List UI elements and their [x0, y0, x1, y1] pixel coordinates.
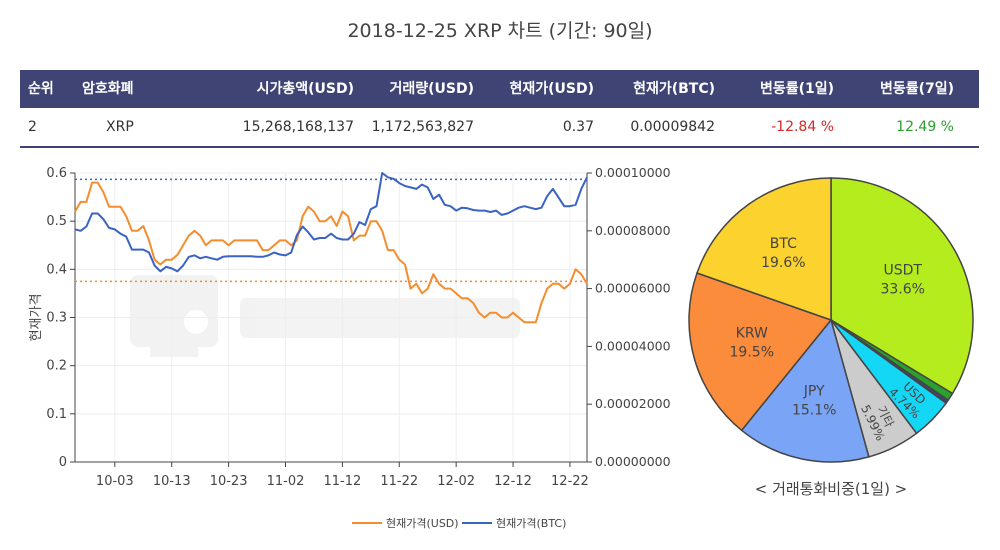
series-line: [74, 172, 588, 273]
column-header: 현재가(BTC): [633, 81, 715, 97]
pie-slice-percent: 33.6%: [880, 282, 924, 298]
y-tick-label-left: 0.3: [46, 311, 67, 326]
x-tick-label: 11-02: [267, 474, 305, 489]
table-cell: 0.37: [562, 119, 594, 135]
x-tick-label: 10-03: [96, 474, 134, 489]
pie-slice: [830, 177, 974, 395]
pie-slice-percent: 15.1%: [792, 403, 836, 419]
column-header: 거래량(USD): [389, 81, 474, 97]
legend-label: 현재가격(BTC): [496, 517, 566, 530]
table-row: 2 XRP 15,268,168,137 1,172,563,827 0.37 …: [20, 108, 979, 148]
legend-label: 현재가격(USD): [386, 517, 459, 530]
x-tick-label: 11-12: [323, 474, 361, 489]
pie-slice: [696, 177, 832, 322]
x-tick-label: 10-23: [210, 474, 248, 489]
pie-slice: [740, 318, 870, 463]
y-tick-label-right: 0.00008000: [595, 223, 671, 238]
pie-slice-label: KRW: [736, 325, 768, 341]
table-cell: 1,172,563,827: [371, 119, 474, 135]
column-header: 현재가(USD): [509, 81, 594, 97]
column-header: 변동률(1일): [759, 81, 834, 97]
pie-slice-label: USDT: [884, 263, 923, 279]
page-title: 2018-12-25 XRP 차트 (기간: 90일): [347, 20, 653, 42]
y-axis-title: 현재가격: [29, 294, 44, 342]
y-tick-label-right: 0.00004000: [595, 338, 671, 353]
y-tick-label-right: 0.00010000: [595, 165, 671, 180]
column-header: 암호화폐: [82, 81, 134, 97]
x-tick-label: 10-13: [153, 474, 191, 489]
y-tick-label-right: 0.00006000: [595, 281, 671, 296]
pie-title: < 거래통화비중(1일) >: [755, 480, 908, 498]
y-tick-label-left: 0.4: [46, 262, 67, 277]
y-tick-label-right: 0.00000000: [595, 454, 671, 469]
table-cell: 0.00009842: [630, 119, 715, 135]
pie-slice: [688, 272, 833, 432]
x-tick-label: 11-22: [380, 474, 418, 489]
y-tick-label-left: 0: [59, 455, 67, 470]
x-tick-label: 12-02: [437, 474, 475, 489]
column-header: 순위: [28, 81, 54, 97]
y-tick-label-left: 0.2: [46, 359, 67, 374]
pie-slice-label: JPY: [803, 384, 825, 400]
chart-area: 10-03 10-13 10-23 11-02 11-12 11-22 12-02 12-12…: [29, 165, 974, 530]
table-cell: 12.49 %: [896, 119, 954, 135]
column-header: 시가총액(USD): [256, 81, 354, 97]
y-tick-label-left: 0.1: [46, 407, 67, 422]
pie-slice-label: BTC: [770, 236, 797, 252]
pie-slice-percent: 19.6%: [761, 255, 805, 271]
table-cell: -12.84 %: [771, 119, 834, 135]
column-header: 변동률(7일): [879, 81, 954, 97]
table-cell: XRP: [106, 119, 134, 135]
x-tick-label: 12-12: [494, 474, 532, 489]
line-chart: 10-03 10-13 10-23 11-02 11-12 11-22 12-02 12-12…: [29, 165, 671, 530]
y-tick-label-right: 0.00002000: [595, 396, 671, 411]
watermark-logo: [130, 275, 520, 357]
pie-chart: USDT33.6%USD4.74%기타5.99%JPY15.1%KRW19.5%…: [688, 177, 974, 498]
pie-slice-percent: 19.5%: [730, 344, 774, 360]
y-tick-label-left: 0.5: [46, 214, 67, 229]
y-tick-label-left: 0.6: [46, 166, 67, 181]
series-line: [74, 181, 588, 324]
table-cell: 15,268,168,137: [242, 119, 354, 135]
table-cell: 2: [28, 119, 37, 135]
x-tick-label: 12-22: [551, 474, 589, 489]
table-header: 순위 암호화폐 시가총액(USD) 거래량(USD) 현재가(USD) 현재가(…: [20, 70, 979, 108]
